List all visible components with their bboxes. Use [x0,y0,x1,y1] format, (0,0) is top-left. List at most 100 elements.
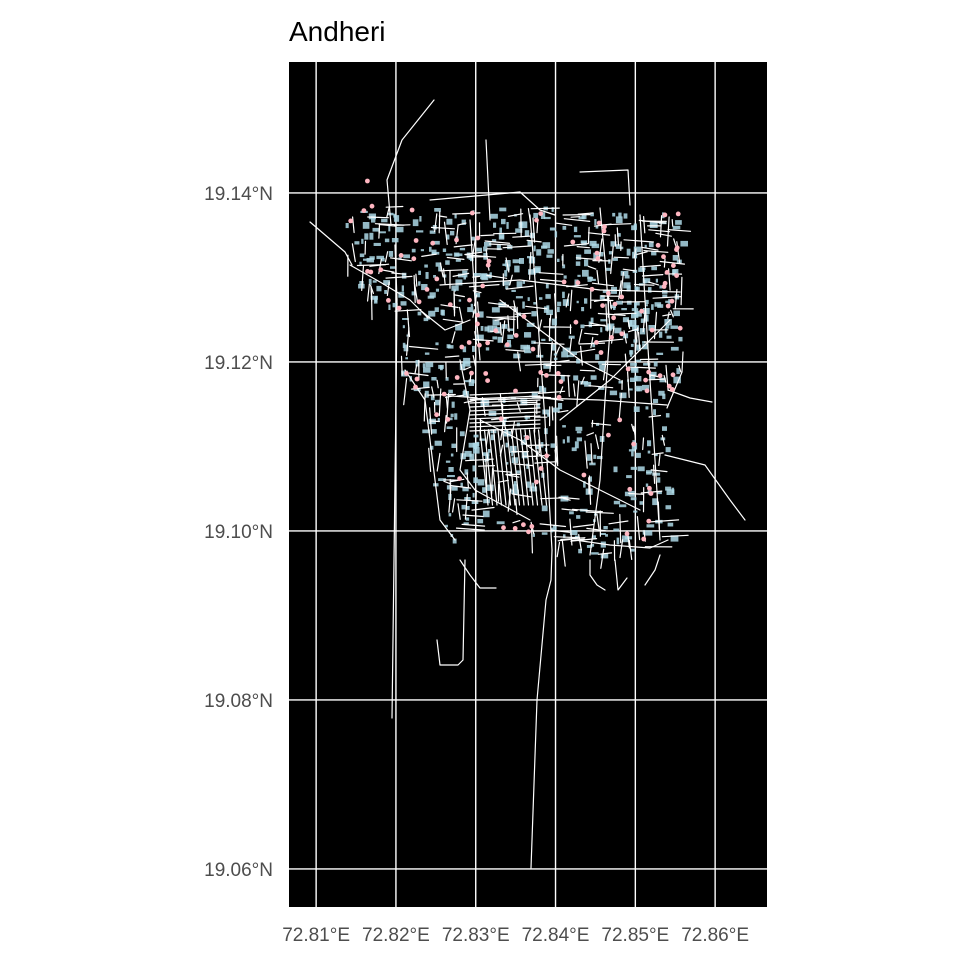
poi-marker [504,342,510,348]
building-footprint [476,247,482,252]
building-footprint [469,453,475,461]
building-footprint [600,327,603,333]
building-footprint [434,307,439,312]
road-segment [670,309,674,318]
road-segment [391,272,407,275]
road-segment [356,264,387,267]
building-footprint [629,319,637,327]
building-footprint [648,242,654,248]
road-segment [664,454,746,521]
road-segment [605,303,608,332]
building-footprint [547,249,554,254]
road-segment [469,403,541,408]
building-footprint [630,366,638,371]
road-segment [349,264,429,319]
building-footprint [591,552,599,555]
building-footprint [557,306,560,313]
road-segment [663,375,667,383]
building-footprint [588,321,592,328]
building-footprint [521,451,529,459]
road-segment [563,218,591,222]
poi-marker [477,342,482,348]
building-footprint [621,308,627,311]
building-footprint [447,345,454,349]
building-footprint [519,258,524,264]
road-segment [529,214,553,551]
road-segment [587,265,597,270]
road-segment [597,552,613,555]
building-footprint [507,339,511,346]
road-segment [413,274,416,304]
road-segment [658,453,661,466]
building-footprint [505,442,509,448]
road-segment [631,423,635,432]
building-footprint [473,434,479,438]
poi-marker [538,370,544,375]
road-segment [555,222,573,226]
road-segment [516,402,521,412]
road-segment [634,327,639,353]
road-segment [469,391,541,396]
building-footprint [542,409,550,415]
building-footprint [488,449,491,453]
building-footprint [574,441,579,449]
building-footprint [651,251,657,256]
building-footprint [418,270,421,275]
building-footprint [633,510,638,513]
building-footprint [623,213,628,219]
building-footprint [462,391,469,397]
building-footprint [519,221,528,229]
road-segment [556,346,560,354]
road-segment [666,351,684,409]
road-segment [648,229,671,233]
road-segment [569,337,572,353]
poi-marker [624,531,630,537]
poi-marker [556,394,562,400]
building-footprint [458,299,462,302]
road-segment [419,309,471,331]
road-segment [351,243,356,263]
road-segment [586,432,594,436]
building-footprint [527,297,530,301]
building-footprint [595,225,599,229]
poi-marker [475,235,481,241]
building-footprint [642,384,650,391]
road-segment [556,435,559,465]
road-segment [452,212,481,215]
road-segment [593,223,612,227]
building-footprint [610,241,617,247]
poi-marker [606,432,611,438]
road-segment [589,322,607,327]
building-footprint [524,350,532,354]
building-footprint [477,519,484,524]
building-footprint [425,272,429,279]
poi-marker [581,472,587,478]
building-footprint [417,311,422,316]
road-segment [609,299,612,310]
building-footprint [345,223,349,229]
building-footprint [474,292,481,298]
building-footprint [440,309,444,315]
poi-marker [414,376,420,382]
building-footprint [376,285,382,292]
building-footprint [562,439,565,444]
poi-marker [641,536,647,542]
building-footprint [405,357,408,360]
building-footprint [645,483,649,487]
poi-marker [677,325,683,331]
building-footprint [600,553,609,559]
building-footprint [643,308,650,315]
building-footprint [610,304,616,309]
building-footprint [607,323,615,330]
building-footprint [605,267,611,271]
road-segment [560,497,571,501]
building-footprint [464,450,472,457]
building-footprint [496,521,505,525]
road-segment [584,332,599,336]
poi-marker [600,303,605,308]
poi-marker [617,417,623,423]
building-footprint [483,499,490,504]
building-footprint [369,256,375,260]
building-footprint [526,463,530,469]
road-segment [361,264,365,291]
